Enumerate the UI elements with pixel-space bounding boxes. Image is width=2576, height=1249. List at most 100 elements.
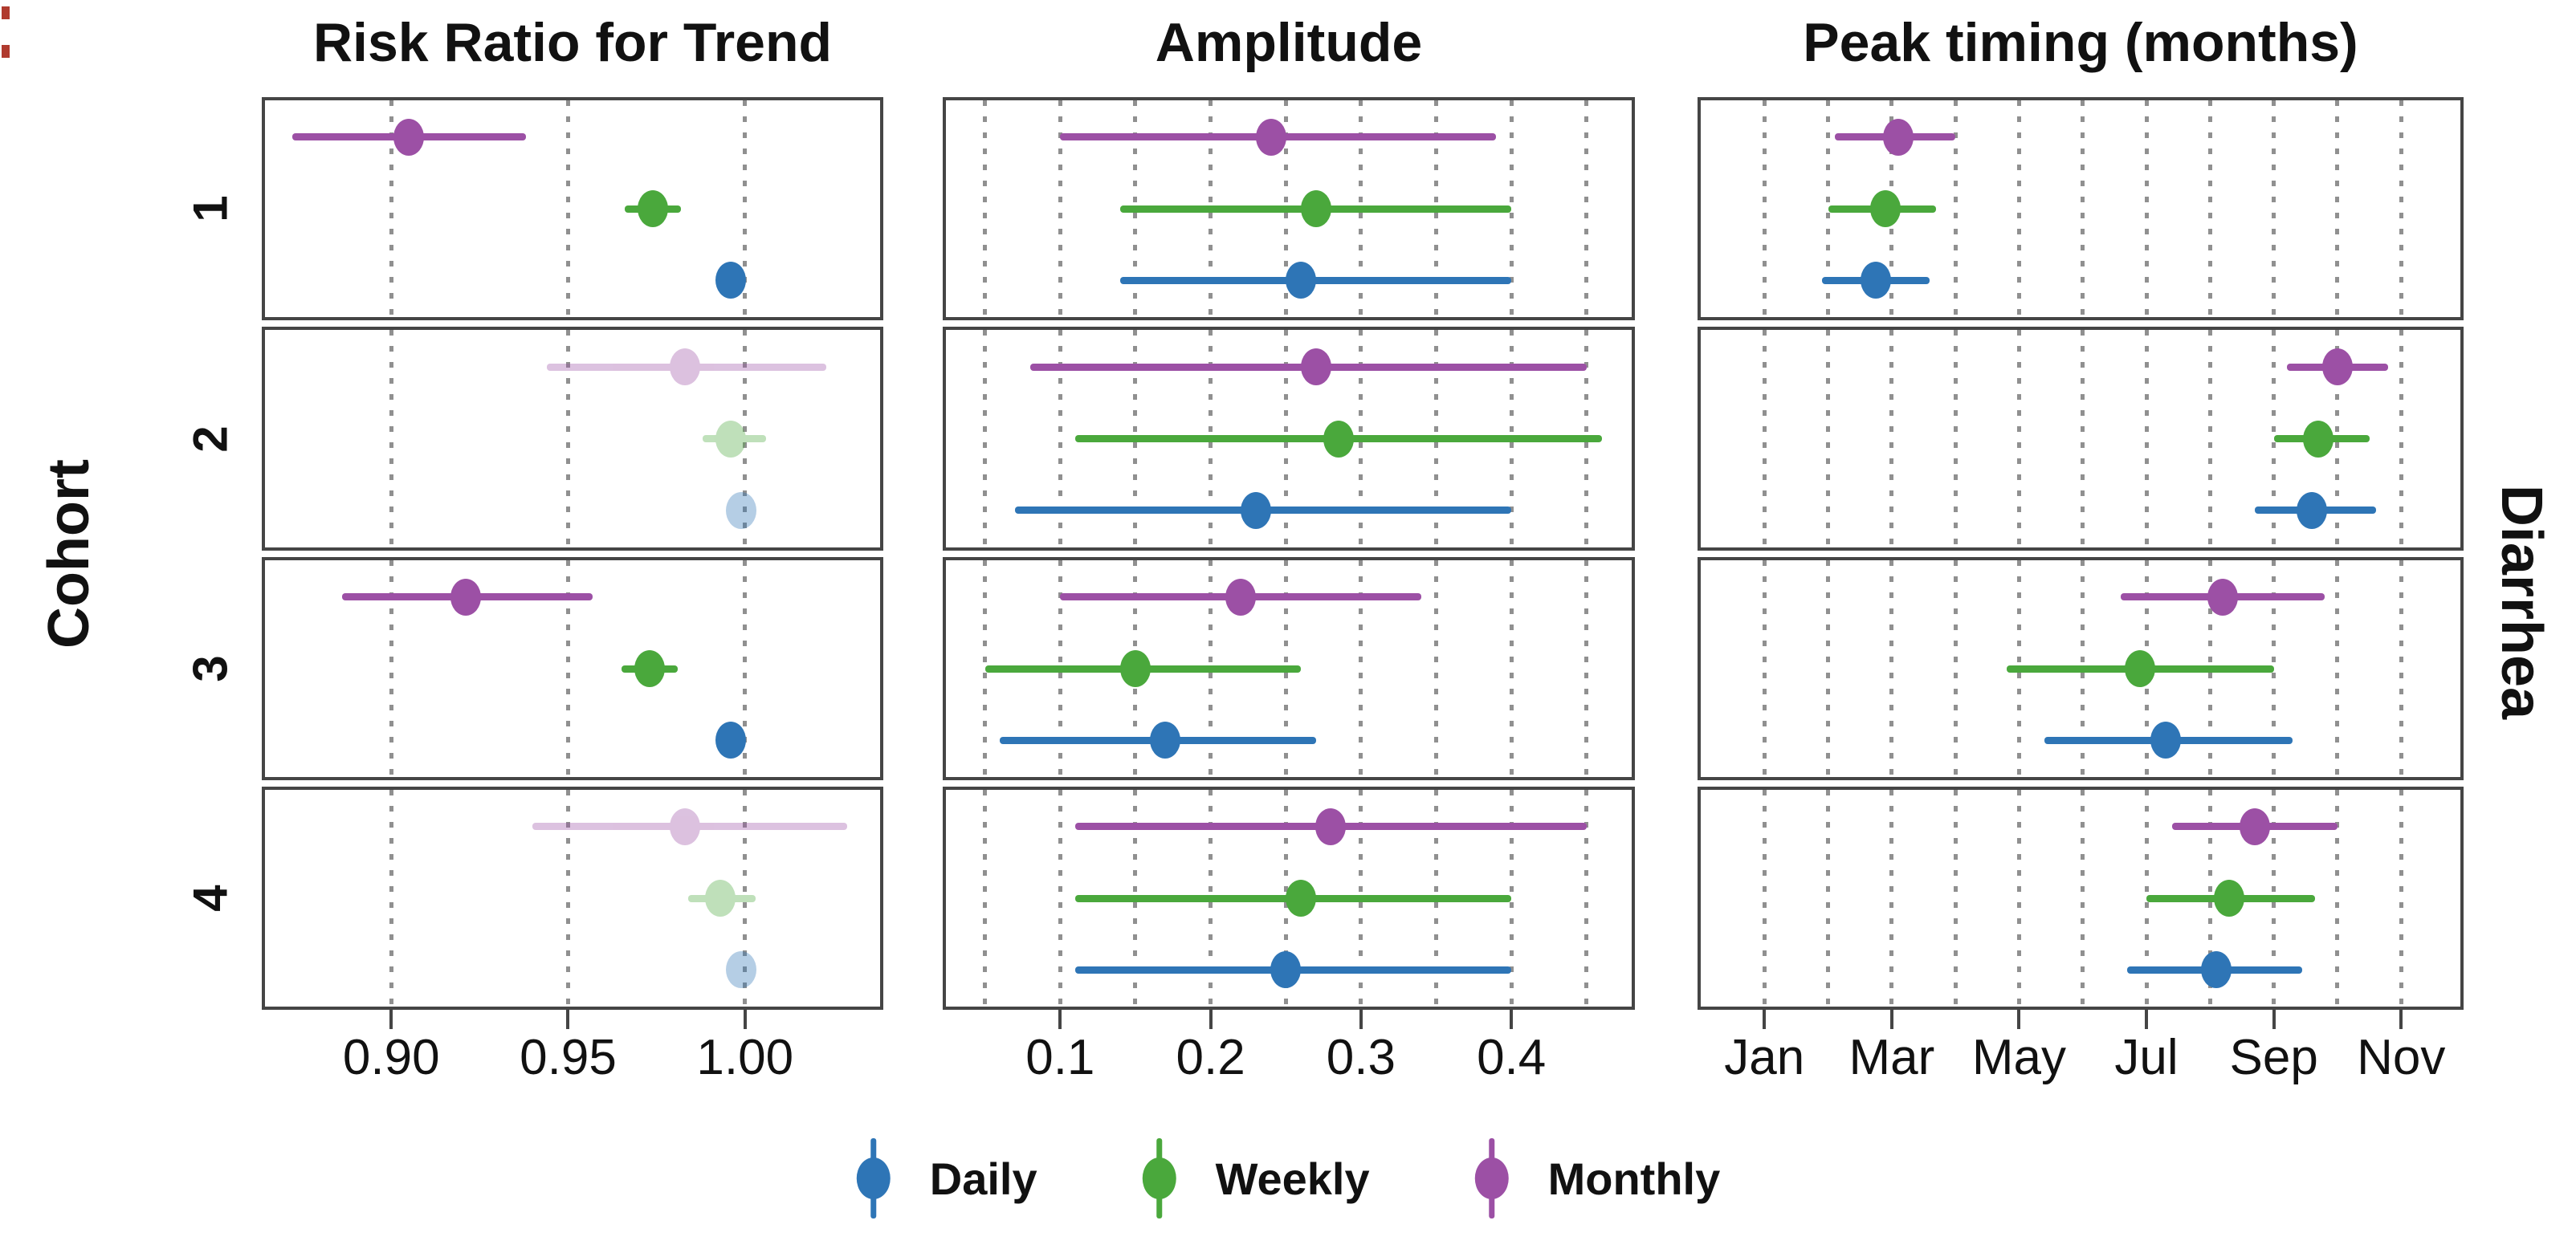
gridline	[983, 790, 988, 1007]
gridline	[2335, 790, 2340, 1007]
gridline	[2335, 560, 2340, 777]
gridline	[2399, 560, 2403, 777]
gridline	[389, 330, 393, 547]
gridline	[1826, 330, 1831, 547]
gridline	[1434, 560, 1439, 777]
point-marker	[1255, 118, 1286, 156]
facet-panel-cohort3-col3	[1698, 557, 2464, 780]
axis-tick	[2017, 1010, 2021, 1029]
facet-panel-cohort4-col2	[943, 787, 1635, 1010]
gridline	[2207, 330, 2212, 547]
axis-tick-label: 1.00	[696, 1030, 794, 1085]
axis-tick-label: 0.90	[342, 1030, 440, 1085]
axis-tick-label: 0.3	[1326, 1030, 1396, 1085]
gridline	[2016, 100, 2021, 317]
gridline	[389, 790, 393, 1007]
y-axis-title: Cohort	[37, 459, 101, 649]
legend-label: Monthly	[1547, 1153, 1721, 1204]
point-marker	[2207, 578, 2239, 616]
axis-tick-label: Jul	[2114, 1030, 2179, 1085]
point-marker	[2150, 722, 2181, 759]
gridline	[565, 100, 570, 317]
gridline	[743, 560, 748, 777]
ci-line	[688, 894, 756, 902]
axis-tick	[1359, 1010, 1363, 1029]
gridline	[2272, 100, 2276, 317]
axis-tick-label: Nov	[2357, 1030, 2446, 1085]
legend-dot	[856, 1157, 891, 1199]
axis-tick	[1763, 1010, 1767, 1029]
facet-panel-cohort2-col3	[1698, 327, 2464, 551]
point-marker	[1300, 190, 1331, 227]
axis-tick	[1209, 1010, 1213, 1029]
gridline	[1509, 100, 1514, 317]
gridline	[2399, 100, 2403, 317]
point-marker	[1119, 650, 1151, 687]
gridline	[565, 330, 570, 547]
point-marker	[1150, 722, 1181, 759]
point-marker	[1285, 262, 1316, 299]
axis-tick	[1058, 1010, 1062, 1029]
axis-tick	[743, 1010, 747, 1029]
gridline	[565, 790, 570, 1007]
facet-panel-cohort1-col1	[262, 97, 883, 320]
ci-line	[547, 363, 827, 371]
axis-tick-label: 0.4	[1477, 1030, 1547, 1085]
gridline	[743, 330, 748, 547]
gridline	[389, 560, 393, 777]
axis-tick-label: 0.2	[1176, 1030, 1245, 1085]
facet-strip-label: Diarrhea	[2489, 484, 2554, 720]
ci-line	[702, 435, 767, 442]
axis-tick-label: 0.1	[1025, 1030, 1095, 1085]
point-marker	[634, 650, 665, 687]
legend-label: Daily	[929, 1153, 1037, 1204]
point-marker	[2303, 420, 2334, 458]
gridline	[1058, 330, 1062, 547]
ci-line	[734, 507, 749, 515]
axis-tick	[566, 1010, 570, 1029]
point-marker	[704, 880, 736, 917]
point-marker	[715, 262, 747, 299]
point-marker	[726, 951, 757, 989]
gridline	[1826, 790, 1831, 1007]
point-marker	[726, 491, 757, 529]
axis-tick-label: Mar	[1848, 1030, 1935, 1085]
facet-panel-cohort1-col3	[1698, 97, 2464, 320]
facet-panel-cohort4-col3	[1698, 787, 2464, 1010]
gridline	[1584, 100, 1589, 317]
panel-title: Risk Ratio for Trend	[312, 12, 833, 73]
cohort-label-2: 2	[183, 425, 238, 453]
point-marker	[2214, 880, 2245, 917]
point-marker	[669, 348, 700, 386]
point-marker	[1225, 578, 1257, 616]
point-marker	[450, 578, 481, 616]
red-artifact-mark	[2, 6, 10, 19]
gridline	[1953, 330, 1958, 547]
point-marker	[1869, 190, 1901, 227]
gridline	[1889, 330, 1894, 547]
legend-item-weekly: Weekly	[1142, 1138, 1370, 1218]
ci-line	[731, 966, 749, 974]
gridline	[1584, 560, 1589, 777]
gridline	[389, 100, 393, 317]
gridline	[2144, 330, 2149, 547]
axis-tick-label: Sep	[2229, 1030, 2318, 1085]
gridline	[2016, 790, 2021, 1007]
point-marker	[1323, 420, 1354, 458]
gridline	[2399, 790, 2403, 1007]
axis-tick-label: Jan	[1724, 1030, 1805, 1085]
gridline	[1762, 100, 1767, 317]
gridline	[2144, 100, 2149, 317]
point-marker	[669, 808, 700, 845]
point-marker	[2239, 808, 2270, 845]
legend-item-daily: Daily	[856, 1138, 1037, 1218]
point-marker	[1285, 880, 1316, 917]
panel-title: Amplitude	[1155, 12, 1423, 73]
gridline	[1058, 790, 1062, 1007]
facet-panel-cohort2-col1	[262, 327, 883, 551]
facet-panel-cohort1-col2	[943, 97, 1635, 320]
gridline	[1762, 790, 1767, 1007]
point-marker	[715, 722, 747, 759]
legend-dot	[1474, 1157, 1509, 1199]
